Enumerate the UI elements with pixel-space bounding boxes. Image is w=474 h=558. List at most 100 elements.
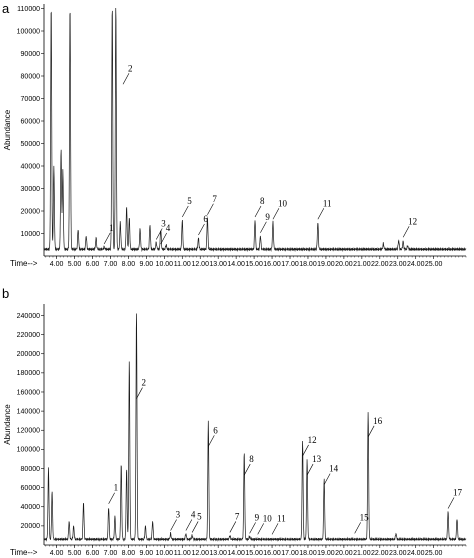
x-tick-label: 22.00 bbox=[371, 261, 389, 268]
x-tick-label: 12.00 bbox=[191, 550, 209, 557]
peak-label: 4 bbox=[166, 223, 171, 233]
x-tick-label: 20.00 bbox=[335, 550, 353, 557]
x-tick-label: 14.00 bbox=[227, 261, 245, 268]
x-tick-label: 5.00 bbox=[68, 261, 82, 268]
peak-label-leader bbox=[108, 492, 115, 504]
peak-label-leader bbox=[207, 203, 214, 215]
peak-label: 17 bbox=[453, 488, 463, 498]
x-tick-label: 9.00 bbox=[140, 550, 154, 557]
x-tick-label: 15.00 bbox=[245, 550, 263, 557]
peak-label: 10 bbox=[278, 198, 288, 208]
x-tick-label: 5.00 bbox=[68, 550, 82, 557]
y-tick-label: 20000 bbox=[21, 208, 41, 215]
x-tick-label: 19.00 bbox=[317, 550, 335, 557]
peak-label-leader bbox=[254, 205, 262, 218]
x-tick-label: 13.00 bbox=[209, 550, 227, 557]
x-tick-label: 11.00 bbox=[174, 550, 191, 557]
x-tick-label: 6.00 bbox=[86, 261, 100, 268]
peak-label: 8 bbox=[260, 196, 265, 206]
peak-label: 6 bbox=[203, 214, 208, 224]
chromatogram-trace bbox=[43, 7, 467, 253]
chromatogram-panel-b: 2000040000600008000010000012000014000016… bbox=[3, 304, 467, 557]
peak-label: 9 bbox=[265, 212, 270, 222]
y-tick-label: 200000 bbox=[17, 351, 40, 358]
peak-label-leader bbox=[191, 521, 199, 533]
peak-label: 14 bbox=[329, 464, 339, 474]
x-tick-label: 17.00 bbox=[281, 550, 299, 557]
peak-label-leader bbox=[160, 232, 167, 245]
x-tick-label: 8.00 bbox=[122, 550, 136, 557]
peak-label: 3 bbox=[176, 510, 181, 520]
x-tick-label: 18.00 bbox=[299, 261, 317, 268]
x-tick-label: 14.00 bbox=[227, 550, 245, 557]
peak-label-leader bbox=[367, 425, 375, 437]
x-tick-label: 11.00 bbox=[174, 261, 191, 268]
chromatogram-panel-a: 10000 20000 30000 40000 50000 60000 70000 80000… bbox=[3, 4, 467, 268]
y-tick-label: 220000 bbox=[17, 332, 40, 339]
y-tick-label: 140000 bbox=[17, 408, 40, 415]
y-tick-label: 80000 bbox=[21, 73, 41, 80]
x-tick-label: 24.00 bbox=[407, 261, 425, 268]
y-tick-label: 40000 bbox=[21, 504, 41, 511]
y-tick-label: 50000 bbox=[21, 141, 41, 148]
peak-label-leader bbox=[249, 522, 256, 534]
peak-label-leader bbox=[302, 444, 309, 457]
peak-label-leader bbox=[260, 221, 267, 233]
x-tick-label: 16.00 bbox=[263, 550, 281, 557]
y-tick-label: 120000 bbox=[17, 428, 40, 435]
y-tick-label: 240000 bbox=[17, 313, 40, 320]
x-tick-label: 20.00 bbox=[335, 261, 353, 268]
peak-label-leader bbox=[306, 463, 314, 476]
peak-label: 5 bbox=[197, 511, 202, 521]
x-tick-label: 4.00 bbox=[50, 550, 64, 557]
peak-label-leader bbox=[122, 73, 130, 85]
peak-label: 16 bbox=[373, 416, 383, 426]
y-tick-label: 110000 bbox=[17, 6, 40, 13]
peak-label: 12 bbox=[408, 216, 417, 226]
panel-b-letter: b bbox=[2, 286, 9, 301]
peak-label: 1 bbox=[114, 483, 119, 493]
peak-label-leader bbox=[136, 387, 143, 399]
x-tick-label: 6.00 bbox=[86, 550, 100, 557]
peak-label: 13 bbox=[312, 454, 322, 464]
peak-label-leader bbox=[185, 519, 193, 531]
x-tick-label: 23.00 bbox=[389, 261, 407, 268]
peak-label-leader bbox=[272, 208, 280, 220]
x-tick-label: 13.00 bbox=[209, 261, 227, 268]
x-tick-label: 21.00 bbox=[353, 261, 371, 268]
y-tick-label: 100000 bbox=[17, 447, 40, 454]
y-tick-label: 80000 bbox=[21, 466, 41, 473]
peak-label-leader bbox=[354, 522, 361, 534]
peak-label: 2 bbox=[141, 378, 146, 388]
peak-label-leader bbox=[208, 435, 215, 447]
x-tick-label: 24.00 bbox=[407, 550, 425, 557]
x-tick-label: 22.00 bbox=[371, 550, 389, 557]
y-axis-title: Abundance bbox=[3, 404, 12, 445]
y-tick-label: 40000 bbox=[21, 163, 41, 170]
y-tick-label: 60000 bbox=[21, 118, 41, 125]
peak-label: 11 bbox=[277, 513, 286, 523]
peak-label: 12 bbox=[308, 435, 317, 445]
peak-label-leader bbox=[103, 232, 111, 245]
peak-label-leader bbox=[182, 205, 189, 218]
peak-label: 1 bbox=[109, 223, 114, 233]
peak-label: 7 bbox=[212, 194, 217, 204]
x-axis-title: Time--> bbox=[10, 548, 38, 557]
y-tick-label: 90000 bbox=[21, 51, 41, 58]
peak-label-leader bbox=[271, 523, 279, 535]
peak-label: 6 bbox=[213, 425, 218, 435]
peak-label: 2 bbox=[128, 63, 133, 73]
peak-label: 9 bbox=[255, 512, 260, 522]
peak-label: 7 bbox=[235, 511, 240, 521]
x-tick-label: 23.00 bbox=[389, 550, 407, 557]
x-tick-label: 17.00 bbox=[281, 261, 299, 268]
x-tick-label: 25.00 bbox=[425, 261, 443, 268]
peak-label-leader bbox=[257, 523, 264, 535]
x-axis-title: Time--> bbox=[10, 259, 38, 268]
y-tick-label: 30000 bbox=[21, 186, 41, 193]
peak-label-leader bbox=[229, 521, 237, 533]
y-tick-label: 10000 bbox=[21, 231, 41, 238]
x-tick-label: 10.00 bbox=[156, 261, 174, 268]
x-tick-label: 19.00 bbox=[317, 261, 335, 268]
y-tick-label: 100000 bbox=[17, 28, 40, 35]
